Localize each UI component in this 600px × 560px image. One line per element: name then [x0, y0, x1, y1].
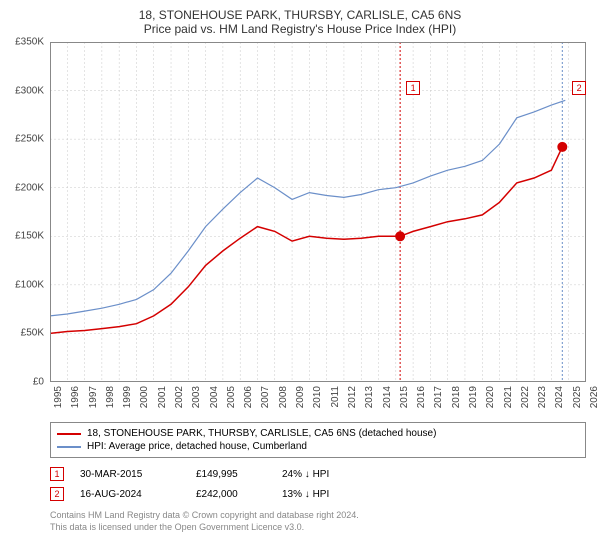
- annotation-date: 30-MAR-2015: [80, 469, 180, 480]
- x-axis-labels: 1995 1996 1997 1998 1999 2000 2001 2002 2003 2004…: [50, 384, 586, 414]
- legend-swatch: [57, 446, 81, 448]
- annotation-table-row: 1 30-MAR-2015 £149,995 24% ↓ HPI: [50, 464, 586, 484]
- x-tick-label: 2011: [330, 386, 341, 408]
- annotation-marker: 1: [406, 81, 420, 95]
- x-tick-label: 2021: [503, 386, 514, 408]
- y-tick-label: £350K: [15, 37, 44, 48]
- x-tick-label: 2012: [347, 386, 358, 408]
- annotation-table-marker: 2: [50, 487, 64, 501]
- y-tick-label: £200K: [15, 182, 44, 193]
- annotation-price: £242,000: [196, 489, 266, 500]
- x-tick-label: 2019: [468, 386, 479, 408]
- y-tick-label: £250K: [15, 134, 44, 145]
- x-tick-label: 1999: [122, 386, 133, 408]
- legend-row: 18, STONEHOUSE PARK, THURSBY, CARLISLE, …: [57, 427, 579, 440]
- y-tick-label: £50K: [21, 328, 44, 339]
- x-tick-label: 1995: [53, 386, 64, 408]
- x-tick-label: 2015: [399, 386, 410, 408]
- x-tick-label: 2000: [139, 386, 150, 408]
- title-address: 18, STONEHOUSE PARK, THURSBY, CARLISLE, …: [10, 8, 590, 22]
- x-tick-label: 2008: [278, 386, 289, 408]
- annotation-table-row: 2 16-AUG-2024 £242,000 13% ↓ HPI: [50, 484, 586, 504]
- legend-row: HPI: Average price, detached house, Cumb…: [57, 440, 579, 453]
- annotation-hpi-diff: 24% ↓ HPI: [282, 469, 586, 480]
- legend-swatch: [57, 433, 81, 435]
- y-tick-label: £0: [33, 377, 44, 388]
- x-tick-label: 2026: [589, 386, 600, 408]
- x-tick-label: 2014: [382, 386, 393, 408]
- x-tick-label: 2002: [174, 386, 185, 408]
- chart-area: £0£50K£100K£150K£200K£250K£300K£350K 199…: [50, 42, 586, 382]
- x-tick-label: 2017: [433, 386, 444, 408]
- x-tick-label: 2009: [295, 386, 306, 408]
- x-tick-label: 2020: [485, 386, 496, 408]
- y-tick-label: £100K: [15, 279, 44, 290]
- x-tick-label: 2023: [537, 386, 548, 408]
- legend-label: 18, STONEHOUSE PARK, THURSBY, CARLISLE, …: [87, 428, 436, 439]
- x-tick-label: 2004: [209, 386, 220, 408]
- footer-line1: Contains HM Land Registry data © Crown c…: [50, 510, 586, 522]
- annotation-hpi-diff: 13% ↓ HPI: [282, 489, 586, 500]
- x-tick-label: 2016: [416, 386, 427, 408]
- x-tick-label: 2024: [554, 386, 565, 408]
- chart-container: 18, STONEHOUSE PARK, THURSBY, CARLISLE, …: [0, 0, 600, 560]
- x-tick-label: 2007: [260, 386, 271, 408]
- chart-wrap: £0£50K£100K£150K£200K£250K£300K£350K 199…: [10, 42, 590, 384]
- x-tick-label: 2001: [157, 386, 168, 408]
- annotation-price: £149,995: [196, 469, 266, 480]
- x-tick-label: 1997: [88, 386, 99, 408]
- annotation-table-marker: 1: [50, 467, 64, 481]
- title-subtitle: Price paid vs. HM Land Registry's House …: [10, 22, 590, 36]
- x-tick-label: 2006: [243, 386, 254, 408]
- footer-line2: This data is licensed under the Open Gov…: [50, 522, 586, 534]
- legend-label: HPI: Average price, detached house, Cumb…: [87, 441, 307, 452]
- annotation-date: 16-AUG-2024: [80, 489, 180, 500]
- x-tick-label: 1998: [105, 386, 116, 408]
- plot-svg: [50, 42, 586, 382]
- x-tick-label: 2003: [191, 386, 202, 408]
- y-tick-label: £150K: [15, 231, 44, 242]
- x-tick-label: 2018: [451, 386, 462, 408]
- x-tick-label: 2010: [312, 386, 323, 408]
- x-tick-label: 2022: [520, 386, 531, 408]
- x-tick-label: 2005: [226, 386, 237, 408]
- y-axis-labels: £0£50K£100K£150K£200K£250K£300K£350K: [8, 42, 48, 382]
- title-block: 18, STONEHOUSE PARK, THURSBY, CARLISLE, …: [10, 8, 590, 36]
- x-tick-label: 2025: [572, 386, 583, 408]
- annotation-table: 1 30-MAR-2015 £149,995 24% ↓ HPI 2 16-AUG-202…: [50, 464, 586, 504]
- legend: 18, STONEHOUSE PARK, THURSBY, CARLISLE, …: [50, 422, 586, 458]
- y-tick-label: £300K: [15, 85, 44, 96]
- x-tick-label: 2013: [364, 386, 375, 408]
- footer: Contains HM Land Registry data © Crown c…: [50, 510, 586, 533]
- x-tick-label: 1996: [70, 386, 81, 408]
- annotation-marker: 2: [572, 81, 586, 95]
